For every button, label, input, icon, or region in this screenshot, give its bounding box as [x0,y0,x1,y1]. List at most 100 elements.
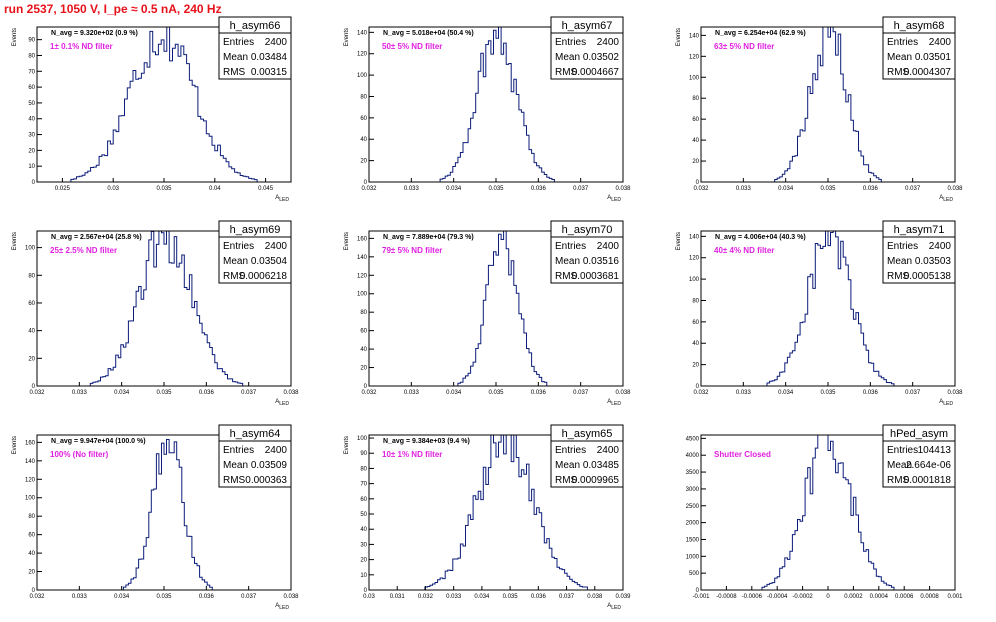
stats-box: h_asym67 Entries 2400 Mean 0.03502 RMS0.00046… [550,16,624,80]
x-tick-label: -0.0008 [716,594,737,600]
x-tick-label: 0.038 [947,186,963,192]
stats-label: Mean [555,256,580,267]
stats-value: 2400 [929,37,952,48]
x-tick-label: 0.037 [573,186,589,192]
x-tick-label: 0.037 [905,390,921,396]
stats-label: Mean [223,256,248,267]
y-tick-label: 3000 [686,487,700,493]
stats-box-frame [550,16,624,80]
stats-value: 104413 [918,445,952,456]
x-tick-label: 0.036 [199,390,215,396]
y-tick-label: 1500 [686,537,700,543]
y-tick-label: 70 [28,69,35,75]
x-tick-label: 0.034 [778,390,794,396]
stats-title: hPed_asym [890,428,948,440]
stats-title: h_asym71 [894,224,945,236]
stats-label: RMS [223,67,246,78]
stats-label: RMS [223,475,246,486]
y-tick-label: 70 [360,482,367,488]
y-tick-label: 80 [28,53,35,59]
x-tick-label: 0.036 [531,186,547,192]
x-tick-label: 0.037 [241,390,257,396]
histogram-panel-h_asym65: 0.03 0.031 0.032 0.033 0.034 0.035 0.036 0.037 0… [344,424,631,611]
y-tick-label: 10 [360,573,367,579]
y-tick-label: 100 [357,436,368,442]
navg-label: N_avg = 4.006e+04 (40.3 %) [715,234,806,241]
stats-value: 0.0004667 [572,67,620,78]
stats-value: 2400 [597,241,620,252]
x-axis-title: ALED [607,399,621,407]
y-axis-title: Events [344,232,350,250]
stats-label: Entries [223,37,254,48]
filter-label: 40± 4% ND filter [714,246,774,255]
y-tick-label: 160 [357,236,368,242]
stats-value: 0.03485 [583,460,620,471]
x-tick-label: 0.034 [114,594,130,600]
stats-label: Mean [887,460,912,471]
y-tick-label: 0 [364,384,368,390]
stats-label: RMS [223,271,246,282]
x-tick-label: 0.032 [361,186,377,192]
stats-box-frame [882,16,956,80]
filter-label: 25± 2.5% ND filter [50,246,117,255]
y-tick-label: 100 [357,292,368,298]
stats-label: RMS [887,475,910,486]
stats-value: 0.03484 [251,52,288,63]
histogram-panel-h_asym66: 0.025 0.03 0.035 0.04 0.045 0 10 20 30 40 50 60 70 80… [12,16,292,203]
stats-label: RMS [887,67,910,78]
stats-box-frame [550,424,624,488]
x-tick-label: 0.034 [474,594,490,600]
y-tick-label: 100 [689,75,700,81]
x-tick-label: 0.032 [693,390,709,396]
x-tick-label: 0.032 [361,390,377,396]
x-axis-title-main: A [607,195,611,201]
x-tick-label: 0.033 [736,186,752,192]
stats-label: Entries [223,445,254,456]
x-tick-label: 0.032 [29,390,45,396]
y-tick-label: 20 [360,366,367,372]
x-axis-title-sub: LED [943,401,953,407]
x-tick-label: 0.03 [107,186,119,192]
y-tick-label: 4500 [686,436,700,442]
x-tick-label: -0.001 [692,594,710,600]
y-tick-label: 60 [360,116,367,122]
x-tick-label: 0.001 [947,594,963,600]
x-tick-label: 0.038 [947,390,963,396]
y-tick-label: 60 [692,320,699,326]
stats-box: h_asym66 Entries 2400 Mean 0.03484 RMS 0.00315 [218,16,292,80]
y-tick-label: 0 [364,588,368,594]
stats-box-frame [550,220,624,284]
stats-box-frame [218,220,292,284]
y-tick-label: 20 [28,356,35,362]
stats-label: Mean [887,52,912,63]
x-tick-label: 0.033 [72,390,88,396]
y-tick-label: 3500 [686,470,700,476]
x-tick-label: 0.032 [29,594,45,600]
x-axis-title: ALED [275,603,289,611]
stats-title: h_asym64 [230,428,281,440]
filter-label: 10± 1% ND filter [382,450,442,459]
x-tick-label: 0.035 [820,390,836,396]
y-axis-title: Events [344,436,350,454]
stats-box: h_asym65 Entries 2400 Mean 0.03485 RMS0.00099… [550,424,624,488]
x-tick-label: -0.0004 [767,594,788,600]
y-tick-label: 20 [360,159,367,165]
y-tick-label: 90 [28,38,35,44]
stats-box-frame [882,220,956,284]
y-tick-label: 80 [28,514,35,520]
navg-label: N_avg = 9.320e+02 (0.9 %) [51,30,138,37]
x-tick-label: 0.0004 [870,594,889,600]
y-tick-label: 50 [360,512,367,518]
navg-label: N_avg = 7.889e+04 (79.3 %) [383,234,474,241]
x-tick-label: 0.031 [390,594,406,600]
stats-title: h_asym68 [894,20,945,32]
navg-label: N_avg = 9.384e+03 (9.4 %) [383,438,470,445]
x-tick-label: 0.037 [573,390,589,396]
y-tick-label: 120 [689,54,700,60]
x-axis-title: ALED [275,399,289,407]
filter-label: 79± 5% ND filter [382,246,442,255]
x-axis-title-main: A [275,399,279,405]
x-tick-label: 0.0002 [844,594,863,600]
